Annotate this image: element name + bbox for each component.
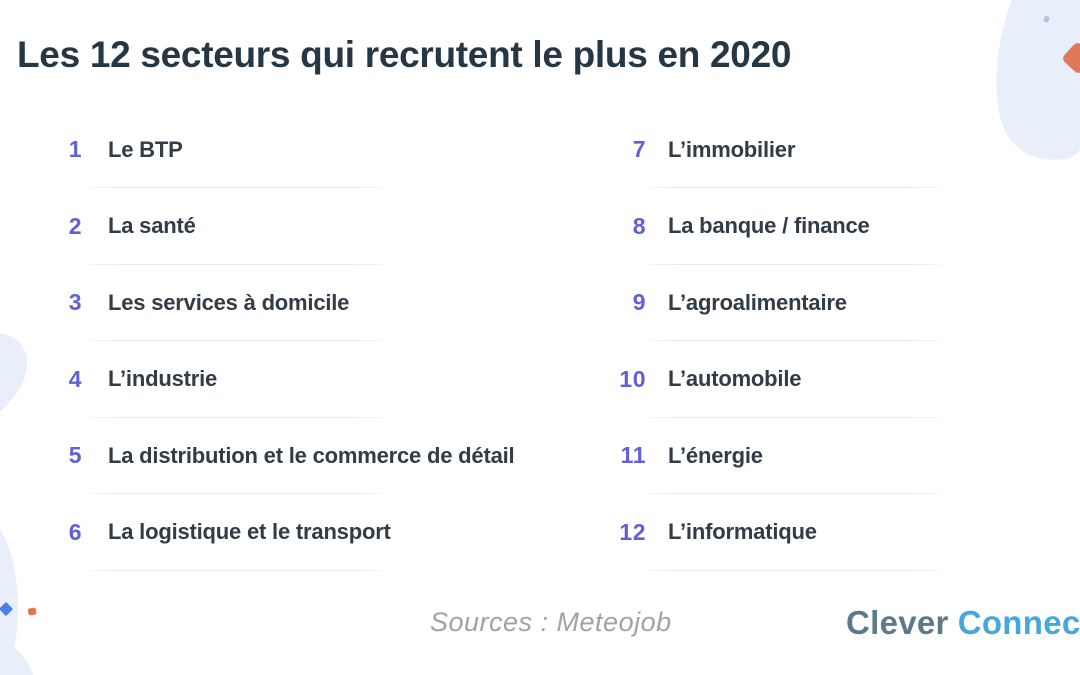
divider	[90, 569, 383, 571]
item-number: 3	[68, 289, 82, 316]
cleverconnect-logo: Clever Connect	[846, 604, 1080, 642]
item-label: L’informatique	[668, 519, 817, 545]
item-label: Les services à domicile	[108, 289, 350, 315]
item-number: 6	[68, 518, 82, 545]
item-label: La santé	[108, 213, 196, 239]
divider	[648, 187, 941, 188]
list-item: 12 L’informatique	[600, 494, 1060, 571]
item-label: L’agroalimentaire	[668, 289, 847, 315]
divider	[648, 493, 941, 494]
list-item: 8 La banque / finance	[600, 188, 1060, 265]
item-number: 12	[619, 518, 646, 545]
item-label: Le BTP	[108, 136, 183, 162]
list-item: 4 L’industrie	[40, 341, 500, 418]
list-item: 7 L’immobilier	[600, 112, 1060, 188]
divider	[648, 340, 941, 341]
divider	[648, 416, 941, 418]
sector-list-right: 7 L’immobilier 8 La banque / finance 9 L…	[600, 112, 1060, 571]
item-label: La banque / finance	[668, 213, 870, 239]
item-number: 7	[632, 136, 646, 163]
item-number: 9	[632, 289, 646, 316]
list-item: 10 L’automobile	[600, 341, 1060, 418]
item-label: L’industrie	[108, 366, 218, 392]
item-number: 5	[68, 442, 82, 469]
divider	[648, 569, 941, 571]
divider	[90, 493, 383, 494]
list-item: 2 La santé	[40, 188, 500, 265]
item-label: La distribution et le commerce de détail	[108, 442, 515, 468]
item-number: 10	[619, 365, 646, 392]
divider	[90, 187, 383, 188]
divider	[90, 263, 383, 265]
list-item: 3 Les services à domicile	[40, 265, 500, 341]
item-number: 4	[68, 365, 82, 392]
item-number: 11	[620, 442, 646, 469]
divider	[648, 263, 941, 265]
sector-list-left: 1 Le BTP 2 La santé 3 Les services à dom…	[40, 112, 515, 571]
list-item: 6 La logistique et le transport	[40, 494, 500, 571]
logo-text-connect: Connect	[957, 604, 1080, 641]
item-number: 8	[632, 212, 646, 239]
item-label: La logistique et le transport	[108, 519, 391, 545]
source-caption: Sources : Meteojob	[430, 607, 672, 637]
list-item: 5 La distribution et le commerce de déta…	[40, 418, 515, 494]
list-item: 11 L’énergie	[600, 418, 1060, 494]
list-item: 1 Le BTP	[40, 112, 500, 188]
page-title: Les 12 secteurs qui recrutent le plus en…	[17, 34, 792, 75]
divider	[90, 340, 383, 341]
logo-text-clever: Clever	[846, 604, 949, 641]
divider	[90, 416, 383, 418]
item-number: 2	[68, 212, 82, 239]
item-label: L’immobilier	[668, 136, 796, 162]
list-item: 9 L’agroalimentaire	[600, 265, 1060, 341]
item-label: L’automobile	[668, 366, 802, 392]
item-label: L’énergie	[668, 442, 763, 468]
item-number: 1	[68, 136, 82, 163]
